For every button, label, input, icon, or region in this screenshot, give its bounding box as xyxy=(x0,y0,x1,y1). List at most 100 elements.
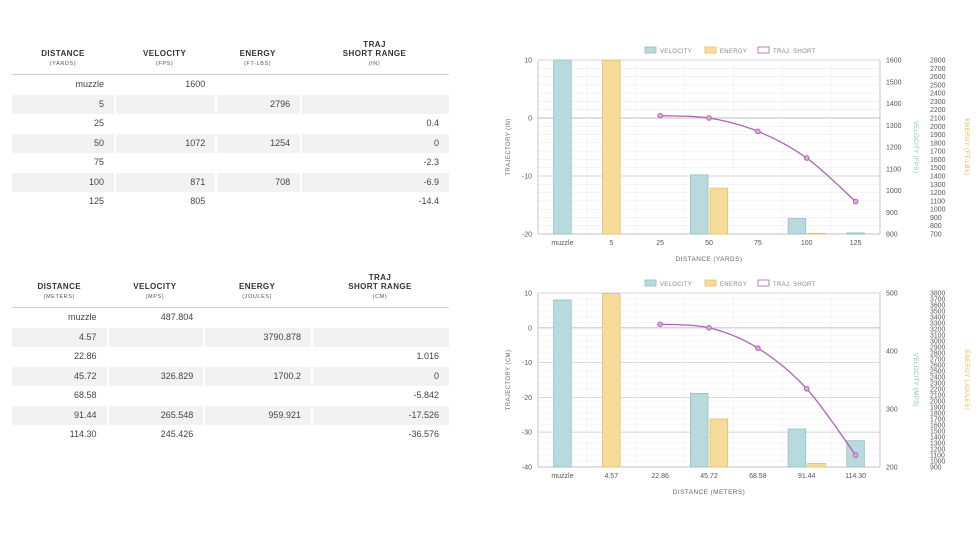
col-header-velocity: VELOCITY (MPS) xyxy=(106,273,204,308)
traj-tick-label: 0 xyxy=(528,325,532,332)
velocity-tick-label: 900 xyxy=(886,210,898,217)
energy-tick-label: 1800 xyxy=(930,410,945,417)
table-row: muzzle 1600 xyxy=(12,75,449,95)
cell-distance: 45.72 xyxy=(12,366,107,386)
cell-velocity xyxy=(114,153,215,173)
traj-tick-label: -40 xyxy=(522,465,532,472)
cell-velocity: 326.829 xyxy=(106,366,204,386)
cell-traj: 0 xyxy=(300,133,449,153)
energy-tick-label: 800 xyxy=(930,223,942,230)
col-header-velocity: VELOCITY (FPS) xyxy=(113,40,216,75)
traj-tick-label: 10 xyxy=(524,58,532,65)
cell-distance: 22.86 xyxy=(73,351,97,361)
energy-tick-label: 2100 xyxy=(930,116,946,123)
energy-tick-label: 2500 xyxy=(930,82,946,89)
cell-velocity: 805 xyxy=(190,196,206,206)
x-tick-label: 4.57 xyxy=(604,473,618,480)
cell-energy xyxy=(215,192,300,212)
energy-tick-label: 1300 xyxy=(930,440,945,447)
traj-point xyxy=(706,115,712,121)
cell-energy xyxy=(215,114,300,134)
energy-tick-label: 900 xyxy=(930,464,942,471)
energy-tick-label: 2700 xyxy=(930,356,945,363)
energy-tick-label: 2000 xyxy=(930,398,945,405)
col-header-distance: DISTANCE (YARDS) xyxy=(12,40,114,75)
col-header-distance: DISTANCE (METERS) xyxy=(12,273,107,308)
cell-energy xyxy=(203,308,311,328)
cell-distance: 50 xyxy=(12,133,114,153)
cell-distance: 125 xyxy=(88,196,104,206)
velocity-bar xyxy=(690,174,709,235)
chart-legend: VELOCITY ENERGY TRAJ. SHORT xyxy=(644,46,816,55)
energy-tick-label: 1400 xyxy=(930,434,945,441)
energy-tick-label: 1100 xyxy=(930,452,945,459)
energy-tick-label: 2300 xyxy=(930,99,946,106)
col-unit: (YARDS) xyxy=(49,61,77,67)
traj-tick-label: -20 xyxy=(522,232,532,239)
col-header-energy: ENERGY (JOULES) xyxy=(203,273,311,308)
energy-tick-label: 1200 xyxy=(930,446,945,453)
meters-chart: VELOCITY ENERGY TRAJ. SHORT 10 0 -10 -20 -30 -40… xyxy=(506,279,969,496)
legend-label: VELOCITY xyxy=(660,282,692,288)
velocity-bar xyxy=(553,59,572,235)
energy-tick-label: 1600 xyxy=(930,422,945,429)
energy-tick-label: 2400 xyxy=(930,374,945,381)
legend-swatch xyxy=(704,46,717,54)
traj-point xyxy=(657,321,663,328)
x-tick-label: 5 xyxy=(609,240,613,247)
cell-energy: 959.921 xyxy=(203,405,311,425)
legend-label: TRAJ. SHORT xyxy=(773,49,816,55)
traj-tick-label: 10 xyxy=(524,291,532,298)
yards-table: DISTANCE (YARDS) VELOCITY (FPS) ENERGY (FT-… xyxy=(12,40,449,212)
legend-label: VELOCITY xyxy=(660,49,692,55)
energy-tick-label: 3800 xyxy=(930,290,945,297)
cell-distance: 100 xyxy=(12,172,114,192)
legend-swatch xyxy=(644,46,657,54)
cell-velocity: 265.548 xyxy=(106,405,204,425)
energy-tick-label: 2100 xyxy=(930,392,945,399)
energy-tick-label: 3100 xyxy=(930,332,945,339)
x-tick-label: 25 xyxy=(656,240,664,247)
traj-point xyxy=(657,112,663,119)
energy-bar xyxy=(709,418,728,468)
traj-point xyxy=(755,345,761,351)
table-row: 4.57 3790.878 xyxy=(12,327,449,347)
energy-tick-label: 3200 xyxy=(930,326,945,333)
energy-tick-label: 1800 xyxy=(930,140,946,147)
table-header-row: DISTANCE (YARDS) VELOCITY (FPS) ENERGY (FT-… xyxy=(12,40,449,75)
energy-tick-label: 3500 xyxy=(930,308,945,315)
energy-tick-label: 1500 xyxy=(930,165,946,172)
col-unit: (JOULES) xyxy=(242,294,273,300)
table-header-row: DISTANCE (METERS) VELOCITY (MPS) ENERGY (JO… xyxy=(12,273,449,308)
cell-energy: 708 xyxy=(215,172,301,192)
chart-legend: VELOCITY ENERGY TRAJ. SHORT xyxy=(644,279,815,288)
traj-point xyxy=(852,198,859,205)
energy-tick-label: 1100 xyxy=(930,198,945,205)
energy-tick-label: 2600 xyxy=(930,74,946,81)
cell-velocity xyxy=(114,114,215,134)
energy-tick-label: 1400 xyxy=(930,174,946,181)
energy-tick-label: 2900 xyxy=(930,344,945,351)
table-row: 5 2796 xyxy=(12,94,449,114)
table-row: 91.44 265.548 959.921 -17.526 xyxy=(12,405,449,425)
x-tick-label: 45.72 xyxy=(700,473,718,480)
cell-energy xyxy=(203,386,311,406)
velocity-tick-label: 300 xyxy=(886,407,898,414)
energy-tick-label: 1700 xyxy=(930,149,946,156)
cell-energy xyxy=(203,425,311,445)
cell-traj: -6.9 xyxy=(300,172,449,192)
col-unit: (MPS) xyxy=(145,294,165,300)
col-header-traj: TRAJ SHORT RANGE (CM) xyxy=(310,273,449,308)
col-unit: (IN) xyxy=(368,61,381,67)
col-unit: (FPS) xyxy=(155,61,174,67)
cell-traj: -2.3 xyxy=(423,157,439,167)
energy-tick-label: 1000 xyxy=(930,207,946,214)
cell-traj: -17.526 xyxy=(310,405,449,425)
energy-axis-label: ENERGY (FT-LBS) xyxy=(963,118,969,175)
traj-axis-label: TRAJECTORY (IN) xyxy=(506,118,512,175)
velocity-tick-label: 800 xyxy=(886,232,898,239)
energy-axis-label: ENERGY (JOULES) xyxy=(963,350,969,410)
legend-swatch xyxy=(644,279,657,287)
energy-tick-label: 3600 xyxy=(930,302,945,309)
energy-bar xyxy=(807,463,826,468)
